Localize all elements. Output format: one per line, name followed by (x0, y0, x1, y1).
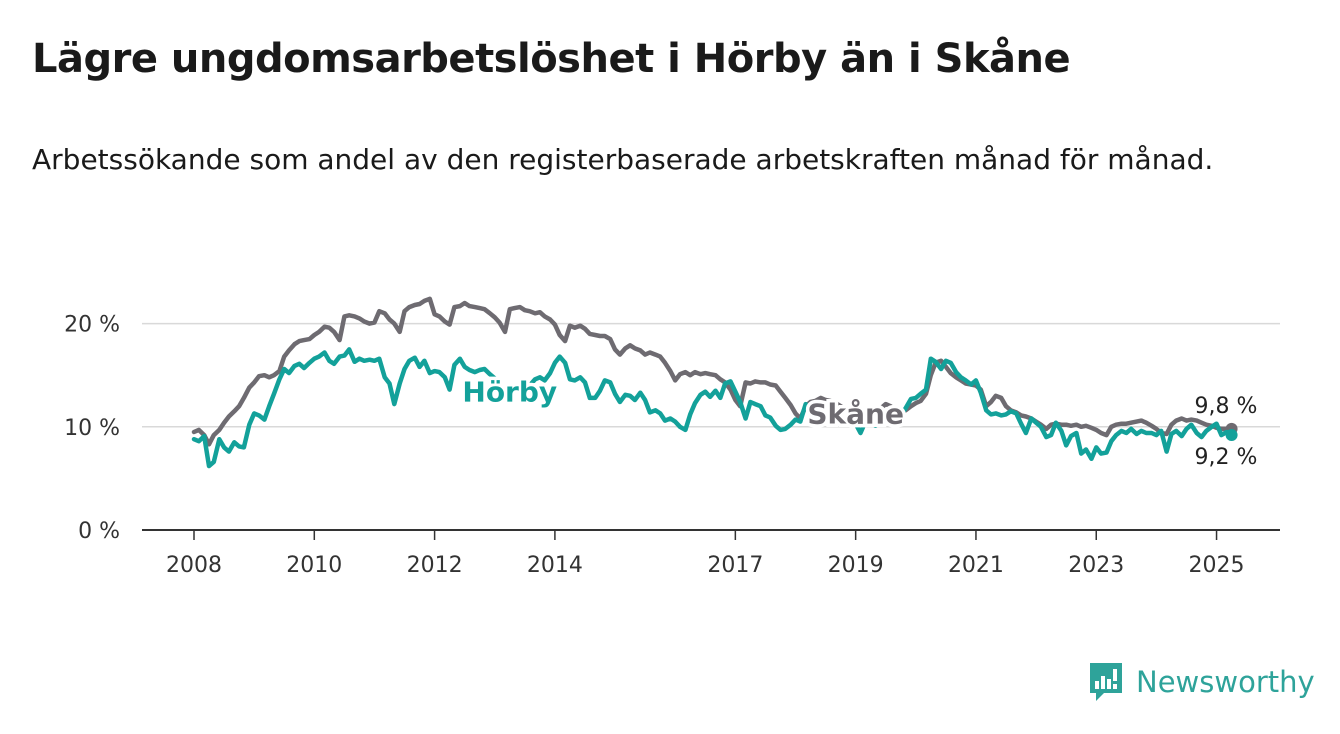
x-tick-label: 2010 (286, 553, 342, 578)
end-value-label-sk-ne: 9,8 % (1195, 394, 1258, 419)
x-axis: 2008 2010 2012 2014 2017 2019 2021 2023 2025 (142, 529, 1280, 578)
chart-subtitle: Arbetssökande som andel av den registerb… (32, 143, 1214, 176)
end-value-label-h-rby: 9,2 % (1195, 445, 1258, 470)
newsworthy-logo: Newsworthy (1088, 660, 1315, 704)
series-labels: Skåne Hörby 9,8 % 9,2 % (459, 372, 1260, 472)
series-endpoint-h-rby (1225, 429, 1238, 442)
series-label-sk-ne: Skåne (807, 397, 904, 430)
y-tick-label: 20 % (64, 313, 120, 338)
x-tick-label: 2012 (407, 553, 463, 578)
x-tick-label: 2008 (166, 553, 222, 578)
series-label-h-rby: Hörby (462, 376, 557, 409)
x-tick-label: 2025 (1189, 553, 1245, 578)
series-lines (191, 296, 1238, 469)
x-tick-label: 2014 (527, 553, 583, 578)
y-tick-label: 10 % (64, 416, 120, 441)
chart-title: Lägre ungdomsarbetslöshet i Hörby än i S… (32, 36, 1071, 82)
series-line-sk-ne (191, 296, 1234, 447)
x-tick-label: 2019 (828, 553, 884, 578)
x-tick-label: 2023 (1068, 553, 1124, 578)
y-tick-label: 0 % (78, 519, 120, 544)
x-tick-label: 2021 (948, 553, 1004, 578)
newsworthy-logo-icon (1090, 663, 1122, 701)
series-line-h-rby (191, 347, 1234, 469)
x-tick-label: 2017 (707, 553, 763, 578)
y-axis-ticks: 0 % 10 % 20 % (64, 313, 120, 544)
brand-name: Newsworthy (1136, 665, 1315, 699)
